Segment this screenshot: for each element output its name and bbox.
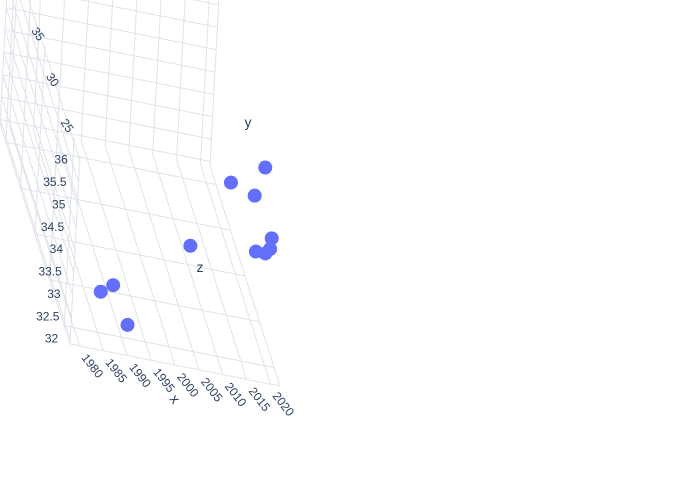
- z-tick-label: 35: [52, 197, 66, 211]
- z-axis-title: z: [197, 259, 204, 275]
- z-grid-line-side: [3, 52, 75, 273]
- z-tick-label: 34: [50, 242, 64, 256]
- data-point-9[interactable]: [263, 242, 278, 257]
- y-tick-label: 25: [58, 116, 77, 135]
- z-tick-label: 35.5: [43, 175, 67, 189]
- data-point-11[interactable]: [258, 160, 273, 175]
- y-grid-line-floor: [20, 187, 231, 231]
- y-grid-line-floor: [5, 141, 216, 185]
- y-grid-line-floor: [34, 233, 246, 277]
- x-grid-line-back: [128, 0, 138, 150]
- x-tick-label: 1985: [103, 356, 131, 386]
- x-grid-line-back: [176, 0, 186, 160]
- x-tick-label: 2020: [270, 389, 298, 419]
- z-tick-label: 32: [45, 332, 59, 346]
- y-tick-label: 35: [28, 25, 47, 44]
- data-point-1[interactable]: [93, 284, 108, 299]
- y-tick-label: 30: [43, 70, 62, 89]
- z-tick-label: 33.5: [38, 265, 62, 279]
- z-grid-line-back: [6, 7, 217, 51]
- y-axis-title: y: [245, 114, 252, 130]
- x-tick-label: 1980: [79, 351, 107, 381]
- z-grid-line-side: [28, 0, 81, 161]
- x-tick-label: 1990: [126, 361, 154, 391]
- z-grid-line-side: [19, 0, 80, 184]
- data-point-6[interactable]: [247, 188, 262, 203]
- z-tick-label: 36: [54, 153, 68, 167]
- data-point-4[interactable]: [183, 238, 198, 253]
- z-grid-line-side: [2, 74, 74, 295]
- grid-lines: [0, 0, 281, 387]
- data-point-10[interactable]: [264, 231, 279, 246]
- z-grid-line-side: [4, 29, 76, 251]
- data-point-5[interactable]: [223, 175, 238, 190]
- back-corner-edge: [209, 0, 220, 167]
- y-grid-line-floor: [64, 325, 275, 369]
- z-grid-line-side: [11, 0, 78, 206]
- z-grid-line-side: [0, 96, 72, 318]
- x-tick-label: 2015: [246, 384, 274, 414]
- side-back-edge: [0, 0, 8, 125]
- floor-edge: [209, 165, 281, 387]
- data-point-2[interactable]: [106, 278, 121, 293]
- z-tick-label: 32.5: [36, 309, 60, 323]
- x-axis-line: [69, 343, 281, 387]
- x-tick-label: 2005: [198, 375, 226, 405]
- z-tick-label: 33: [47, 287, 61, 301]
- x-axis-title: x: [167, 391, 184, 406]
- z-grid-line-side: [5, 7, 77, 228]
- y-grid-line-floor: [49, 279, 260, 323]
- x-tick-label: 2010: [222, 380, 250, 410]
- data-point-3[interactable]: [120, 317, 135, 332]
- x-grid-line-back: [152, 0, 162, 155]
- z-axis-line: [69, 155, 81, 345]
- data-points: [93, 160, 279, 332]
- y-axis-line: [0, 123, 71, 345]
- z-grid-line-side: [0, 119, 71, 340]
- z-grid-line-back: [78, 0, 218, 28]
- x-grid-line-back: [80, 0, 90, 141]
- z-tick-label: 34.5: [41, 220, 65, 234]
- x-tick-label: 1995: [150, 365, 178, 395]
